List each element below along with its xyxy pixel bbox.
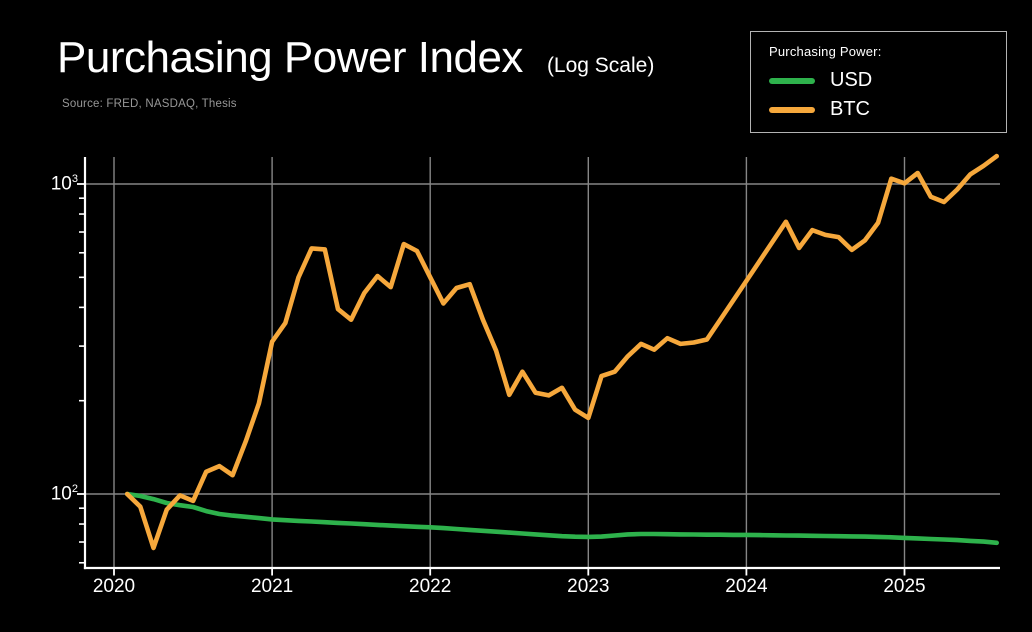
page-subtitle: (Log Scale) — [546, 54, 655, 77]
x-tick-label-2024: 2024 — [725, 576, 768, 597]
legend-box: Purchasing Power: USD BTC — [750, 31, 1007, 133]
legend-title: Purchasing Power: — [769, 44, 882, 59]
x-axis-labels: 2020 2021 2022 2023 2024 2025 — [0, 576, 1032, 606]
legend-item-btc: BTC — [769, 95, 988, 124]
x-tick-label-2025: 2025 — [883, 576, 926, 597]
x-tick-label-2023: 2023 — [567, 576, 610, 597]
x-tick-label-2021: 2021 — [250, 576, 294, 597]
page-title: Purchasing Power Index — [57, 33, 523, 82]
source-caption: Source: FRED, NASDAQ, Thesis — [62, 98, 237, 110]
legend-label-usd: USD — [830, 69, 873, 91]
page-title-row: Purchasing Power Index (Log Scale) — [57, 36, 654, 80]
legend-label-btc: BTC — [830, 98, 870, 120]
usd-line — [124, 491, 1000, 546]
legend-item-usd: USD — [769, 66, 988, 95]
btc-line-swatch — [769, 106, 815, 113]
btc-line — [124, 153, 1000, 551]
x-tick-label-2022: 2022 — [409, 576, 452, 597]
usd-line-swatch — [769, 77, 815, 84]
x-tick-label-2020: 2020 — [92, 576, 136, 597]
